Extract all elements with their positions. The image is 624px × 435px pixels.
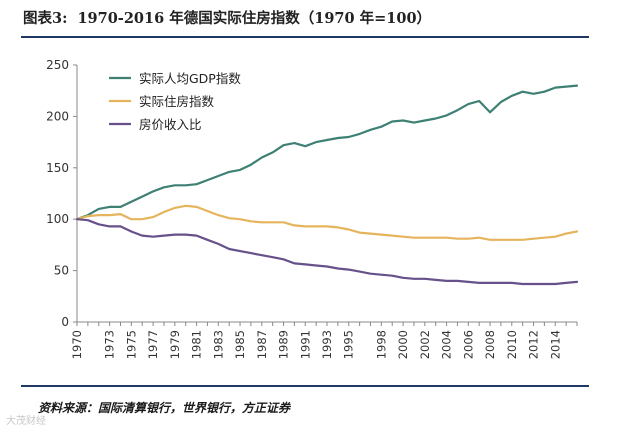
x-tick-label: 2004 [440, 330, 454, 359]
legend-label-1: 实际人均GDP指数 [139, 71, 241, 86]
y-tick-label: 100 [46, 212, 69, 226]
y-tick-label: 250 [46, 58, 69, 72]
x-tick-label: 1991 [298, 330, 312, 359]
series-line-2 [75, 204, 579, 241]
y-tick-label: 200 [46, 109, 69, 123]
figure-title: 1970-2016 年德国实际住房指数（1970 年=100） [77, 10, 432, 27]
x-tick-label: 2000 [396, 330, 410, 359]
series-line-3 [75, 218, 579, 286]
chart-title: 图表3: 1970-2016 年德国实际住房指数（1970 年=100） [23, 7, 431, 28]
x-tick-label: 2006 [461, 330, 475, 359]
x-tick-label: 2008 [483, 330, 497, 359]
y-tick-label: 0 [61, 315, 69, 329]
x-tick-label: 2014 [548, 330, 562, 359]
x-tick-label: 1970 [70, 330, 84, 359]
watermark: 大茂财经 [6, 416, 46, 427]
x-tick-label: 1973 [103, 330, 117, 359]
x-tick-label: 1981 [190, 330, 204, 359]
x-tick-label: 1975 [124, 330, 138, 359]
series-line-1 [75, 84, 579, 221]
x-tick-label: 1995 [342, 330, 356, 359]
x-tick-label: 2002 [418, 330, 432, 359]
x-tick-label: 1993 [320, 330, 334, 359]
top-rule [21, 36, 589, 38]
x-tick-label: 1985 [233, 330, 247, 359]
x-tick-label: 1989 [277, 330, 291, 359]
legend-label-2: 实际住房指数 [139, 94, 215, 109]
y-tick-label: 150 [46, 161, 69, 175]
bottom-rule [21, 385, 589, 387]
legend-label-3: 房价收入比 [139, 117, 202, 132]
y-tick-label: 50 [54, 264, 69, 278]
x-tick-label: 1977 [146, 330, 160, 359]
x-tick-label: 2010 [505, 330, 519, 359]
x-tick-label: 1987 [255, 330, 269, 359]
x-tick-label: 1979 [168, 330, 182, 359]
x-tick-label: 1983 [211, 330, 225, 359]
figure-number: 图表3: [23, 10, 68, 27]
source-note: 资料来源：国际清算银行，世界银行，方正证券 [38, 401, 291, 415]
x-tick-label: 2012 [527, 330, 541, 359]
x-tick-label: 1998 [374, 330, 388, 359]
